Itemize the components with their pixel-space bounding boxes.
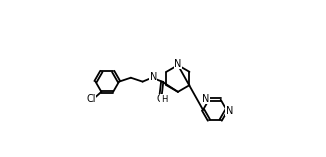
Text: N: N bbox=[226, 106, 233, 116]
Text: Cl: Cl bbox=[86, 94, 96, 104]
Text: N: N bbox=[150, 72, 157, 82]
Text: H: H bbox=[161, 95, 167, 104]
Text: N: N bbox=[174, 59, 182, 69]
Text: N: N bbox=[202, 94, 210, 104]
Text: O: O bbox=[156, 94, 164, 104]
